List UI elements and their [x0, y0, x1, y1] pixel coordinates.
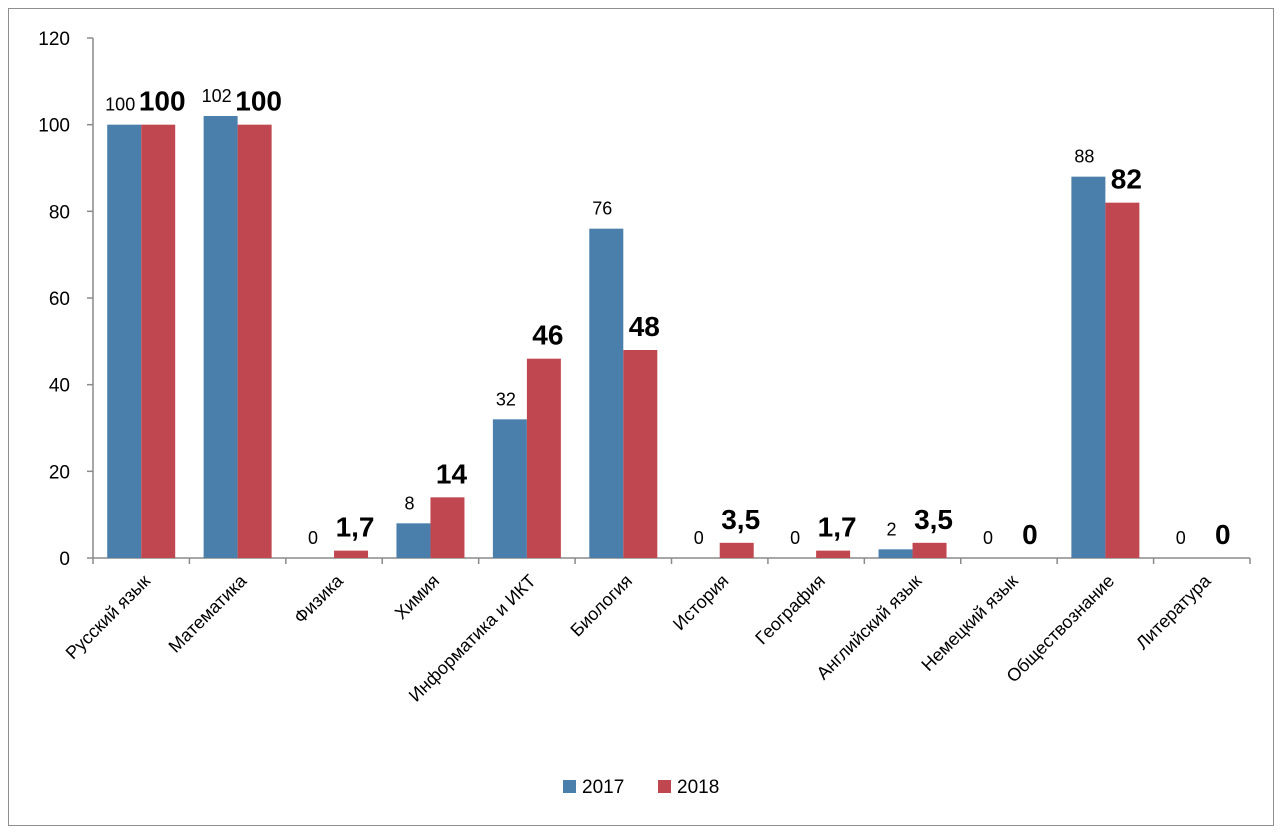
bar-2017 — [589, 228, 624, 558]
data-label-2017: 88 — [1074, 147, 1094, 167]
y-tick-label: 40 — [49, 376, 70, 397]
data-label-2018: 3,5 — [721, 504, 760, 535]
category-label: Английский язык — [813, 571, 926, 684]
category-label: Математика — [165, 570, 252, 657]
bars — [107, 116, 1140, 559]
data-label-2017: 0 — [790, 528, 800, 548]
data-label-2017: 0 — [983, 528, 993, 548]
category-labels: Русский язык Математика Физика ХимияИнформа… — [62, 570, 1216, 706]
y-tick-label: 120 — [38, 29, 70, 50]
bar-2018 — [526, 358, 561, 558]
bar-2017 — [203, 116, 238, 558]
bar-2018 — [430, 497, 465, 558]
legend-label: 2017 — [582, 777, 624, 798]
bar-2018 — [334, 550, 369, 558]
data-label-2018: 0 — [1215, 519, 1231, 550]
bar-2017 — [1071, 176, 1106, 558]
data-label-2018: 100 — [235, 86, 282, 117]
bar-2018 — [237, 124, 272, 559]
y-tick-label: 80 — [49, 202, 70, 223]
legend: 2017 2018 — [563, 777, 719, 798]
bar-2018 — [1105, 202, 1140, 558]
data-label-2018: 1,7 — [336, 512, 375, 543]
data-label-2017: 102 — [202, 86, 232, 106]
category-label: Физика — [290, 570, 348, 628]
y-tick-label: 0 — [59, 549, 70, 570]
legend-swatch — [563, 780, 576, 793]
bar-2017 — [492, 419, 527, 558]
data-label-2017: 32 — [496, 389, 516, 409]
category-label: Биология — [566, 571, 636, 641]
bar-2018 — [912, 542, 947, 558]
bar-2018 — [141, 124, 176, 559]
category-label: Химия — [391, 571, 444, 624]
category-label: Обществознание — [1003, 571, 1119, 687]
y-tick-label: 100 — [38, 116, 70, 137]
data-label-2018: 14 — [436, 458, 468, 489]
data-label-2017: 0 — [694, 528, 704, 548]
category-label: История — [669, 571, 733, 635]
data-label-2018: 3,5 — [914, 504, 953, 535]
legend-label: 2018 — [677, 777, 719, 798]
category-label: География — [751, 571, 829, 649]
data-label-2018: 48 — [629, 311, 660, 342]
data-label-2017: 76 — [592, 199, 612, 219]
bar-2018 — [816, 550, 851, 558]
data-label-2018: 100 — [139, 86, 186, 117]
bar-2017 — [878, 549, 913, 558]
data-label-2017: 0 — [308, 528, 318, 548]
data-label-2017: 2 — [887, 519, 897, 539]
y-tick-label: 20 — [49, 462, 70, 483]
data-label-2017: 8 — [404, 493, 414, 513]
y-tick-label: 60 — [49, 289, 70, 310]
category-label: Русский язык — [62, 571, 154, 663]
bar-2017 — [107, 124, 142, 559]
data-label-2018: 0 — [1022, 519, 1038, 550]
data-label-2018: 1,7 — [818, 512, 857, 543]
category-label: Литература — [1132, 570, 1215, 653]
bar-2017 — [396, 523, 431, 558]
bar-2018 — [719, 542, 754, 558]
data-label-2017: 0 — [1176, 528, 1186, 548]
category-label: Немецкий язык — [917, 571, 1021, 675]
data-label-2018: 82 — [1111, 164, 1142, 195]
data-label-2018: 46 — [532, 320, 563, 351]
legend-swatch — [658, 780, 671, 793]
bar-2018 — [623, 350, 658, 558]
data-label-2017: 100 — [105, 95, 135, 115]
